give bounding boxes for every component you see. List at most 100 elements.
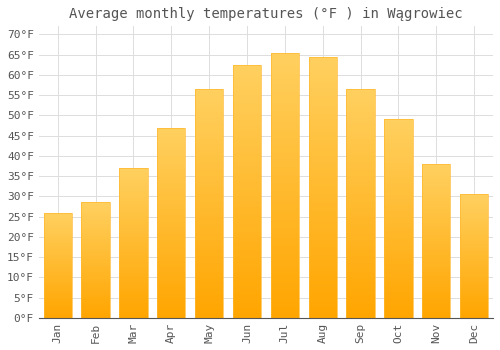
Bar <box>460 252 488 254</box>
Bar <box>422 282 450 284</box>
Bar <box>195 222 224 224</box>
Bar <box>44 304 72 305</box>
Bar <box>460 215 488 217</box>
Bar <box>119 222 148 224</box>
Bar <box>422 253 450 255</box>
Bar <box>157 303 186 304</box>
Bar <box>384 209 412 211</box>
Bar <box>82 266 110 267</box>
Bar <box>460 249 488 250</box>
Bar <box>270 135 299 138</box>
Bar <box>346 144 375 146</box>
Bar <box>82 230 110 231</box>
Bar <box>422 196 450 198</box>
Bar <box>346 274 375 277</box>
Bar <box>82 207 110 208</box>
Bar <box>384 131 412 133</box>
Bar <box>384 266 412 268</box>
Bar <box>119 231 148 232</box>
Bar <box>270 164 299 167</box>
Bar <box>346 213 375 215</box>
Bar <box>270 185 299 188</box>
Bar <box>157 295 186 297</box>
Bar <box>460 304 488 306</box>
Bar <box>422 247 450 248</box>
Bar <box>308 315 337 318</box>
Bar <box>460 299 488 301</box>
Bar <box>195 135 224 137</box>
Bar <box>195 210 224 213</box>
Bar <box>270 246 299 249</box>
Bar <box>82 236 110 237</box>
Bar <box>44 280 72 281</box>
Bar <box>308 151 337 153</box>
Bar <box>157 179 186 181</box>
Bar <box>460 256 488 257</box>
Bar <box>157 204 186 205</box>
Bar <box>195 91 224 94</box>
Bar <box>270 254 299 257</box>
Bar <box>157 226 186 229</box>
Bar <box>82 247 110 248</box>
Bar <box>233 181 261 184</box>
Bar <box>384 282 412 284</box>
Bar <box>460 236 488 238</box>
Bar <box>82 301 110 302</box>
Bar <box>422 270 450 272</box>
Bar <box>422 227 450 229</box>
Bar <box>157 208 186 209</box>
Bar <box>82 221 110 222</box>
Bar <box>270 270 299 273</box>
Bar <box>119 246 148 247</box>
Bar <box>346 231 375 233</box>
Bar <box>422 315 450 316</box>
Bar <box>195 164 224 167</box>
Bar <box>460 270 488 271</box>
Bar <box>157 308 186 310</box>
Bar <box>157 286 186 287</box>
Bar <box>270 140 299 143</box>
Bar <box>157 221 186 223</box>
Bar <box>384 163 412 165</box>
Bar <box>270 238 299 241</box>
Bar <box>233 293 261 295</box>
Bar <box>346 100 375 103</box>
Bar <box>346 151 375 153</box>
Bar <box>346 219 375 222</box>
Bar <box>82 268 110 270</box>
Bar <box>233 133 261 136</box>
Bar <box>157 270 186 272</box>
Bar <box>384 286 412 288</box>
Bar <box>270 161 299 164</box>
Bar <box>119 211 148 213</box>
Bar <box>195 243 224 245</box>
Bar <box>195 151 224 153</box>
Bar <box>44 222 72 223</box>
Bar <box>308 117 337 119</box>
Bar <box>119 241 148 243</box>
Bar <box>44 287 72 288</box>
Bar <box>119 295 148 297</box>
Bar <box>195 229 224 231</box>
Bar <box>44 264 72 265</box>
Bar <box>233 93 261 95</box>
Bar <box>422 164 450 166</box>
Bar <box>195 133 224 135</box>
Bar <box>82 223 110 224</box>
Bar <box>195 226 224 229</box>
Bar <box>460 260 488 261</box>
Bar <box>308 109 337 112</box>
Bar <box>270 233 299 236</box>
Bar <box>346 181 375 183</box>
Bar <box>119 177 148 178</box>
Bar <box>195 261 224 263</box>
Bar <box>308 193 337 195</box>
Bar <box>157 244 186 246</box>
Bar <box>82 222 110 223</box>
Bar <box>422 289 450 290</box>
Bar <box>422 205 450 207</box>
Bar <box>44 283 72 284</box>
Bar <box>195 89 224 318</box>
Bar <box>157 150 186 152</box>
Bar <box>82 300 110 301</box>
